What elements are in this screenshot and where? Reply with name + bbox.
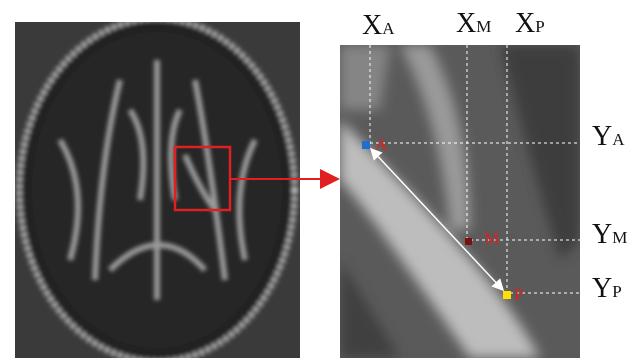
point-marker	[465, 238, 472, 245]
point-marker	[503, 291, 511, 299]
column-label: XM	[456, 8, 491, 39]
point-label: M	[484, 229, 499, 248]
row-label: YP	[592, 273, 622, 304]
point-marker	[362, 141, 370, 149]
point-label: P	[514, 285, 523, 304]
point-label: A	[375, 135, 388, 154]
figure: A M P XA XM XP YA YM YP	[0, 0, 635, 358]
brain-image	[15, 18, 300, 358]
row-label: YA	[592, 121, 625, 152]
column-label: XP	[515, 8, 545, 39]
column-label: XA	[362, 10, 395, 41]
row-label: YM	[592, 219, 627, 250]
zoom-image: A M P	[340, 45, 580, 358]
